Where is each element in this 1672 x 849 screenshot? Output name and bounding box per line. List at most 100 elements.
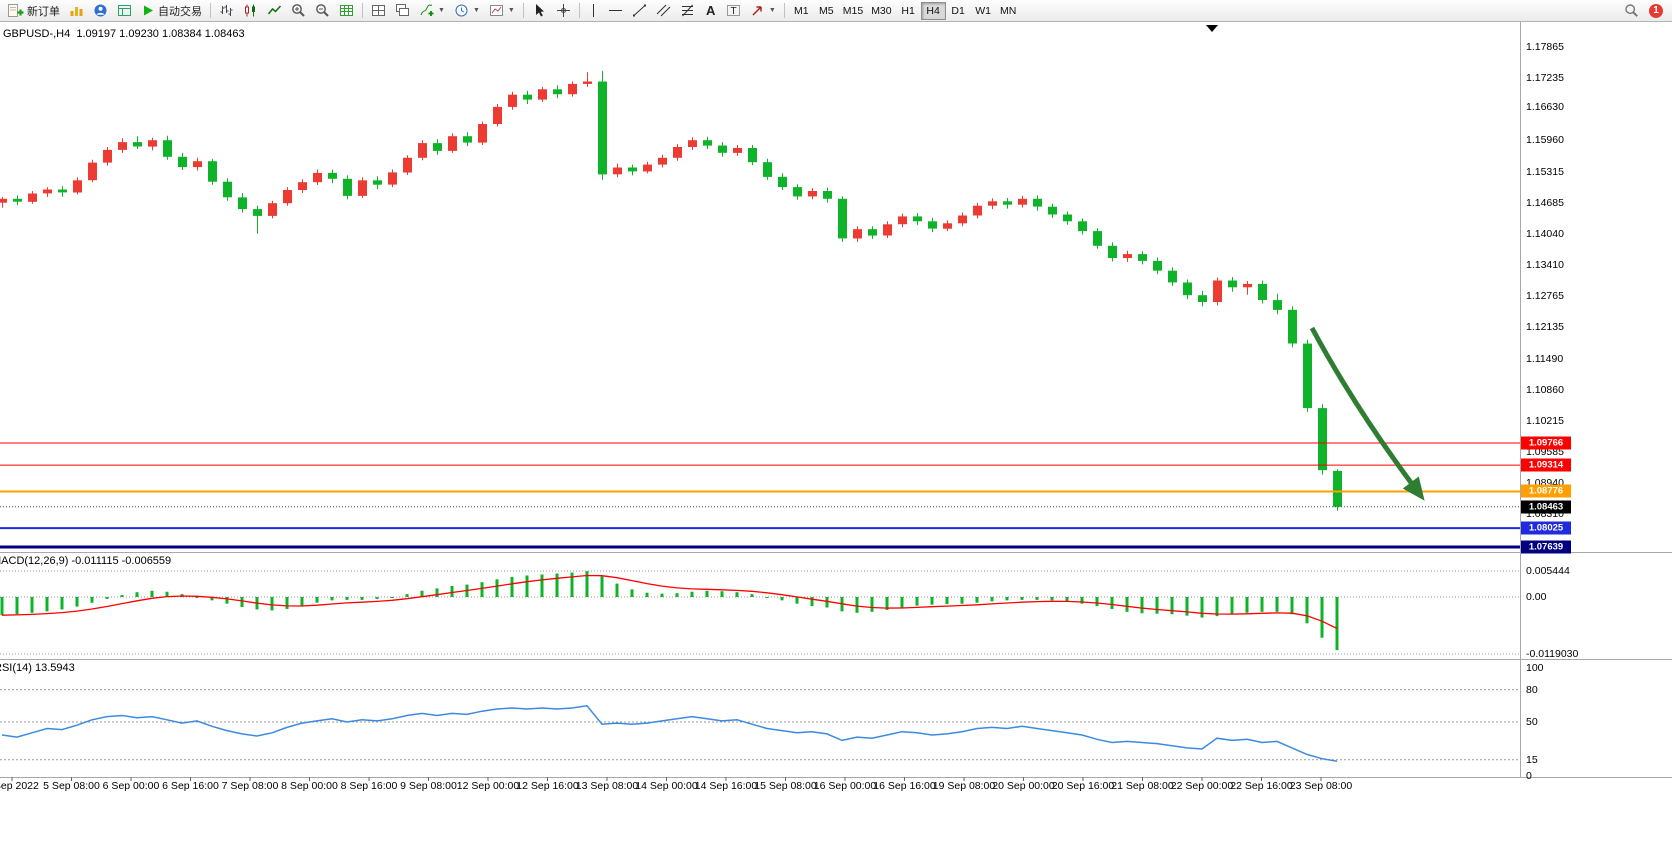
time-label: 8 Sep 00:00 <box>281 780 338 792</box>
timeframe-m5[interactable]: M5 <box>814 2 839 20</box>
search-button[interactable] <box>1620 1 1643 21</box>
vertical-line-button[interactable] <box>584 1 603 21</box>
data-window-button[interactable] <box>113 1 136 21</box>
toolbar-separator <box>362 3 363 18</box>
time-label: 2 Sep 2022 <box>0 780 39 792</box>
grid-button[interactable] <box>335 1 358 21</box>
macd-label: MACD(12,26,9) -0.011115 -0.006559 <box>0 555 172 567</box>
cascade-windows-button[interactable] <box>391 1 414 21</box>
new-order-icon <box>8 4 24 17</box>
timeframe-mn[interactable]: MN <box>996 2 1021 20</box>
clock-icon <box>455 4 468 17</box>
tile-windows-button[interactable] <box>367 1 390 21</box>
time-label: 13 Sep 08:00 <box>575 780 639 792</box>
time-label: 14 Sep 00:00 <box>635 780 698 792</box>
rsi-line <box>1 704 1338 763</box>
autotrade-label: 自动交易 <box>158 5 202 18</box>
time-label: 6 Sep 16:00 <box>162 780 219 792</box>
time-label: 12 Sep 16:00 <box>516 780 579 792</box>
zoom-out-icon <box>316 4 329 17</box>
arrows-button[interactable]: ▼ <box>746 1 780 21</box>
time-label: 22 Sep 00:00 <box>1170 780 1234 792</box>
fibonacci-button[interactable] <box>676 1 699 21</box>
time-label: 22 Sep 16:00 <box>1230 780 1293 792</box>
timeframe-m15[interactable]: M15 <box>839 2 867 20</box>
time-label: 20 Sep 00:00 <box>992 780 1055 792</box>
trend-arrow[interactable] <box>1309 326 1425 501</box>
periods-button[interactable]: ▼ <box>450 1 484 21</box>
zoom-out-button[interactable] <box>311 1 334 21</box>
rsi-tick-label: 50 <box>1526 716 1538 728</box>
toolbar: 新订单 自动交易 <box>0 0 1672 22</box>
horizontal-lines[interactable] <box>0 442 1520 549</box>
toolbar-separator <box>210 3 211 18</box>
chart-area[interactable]: GBPUSD-,H4 1.09197 1.09230 1.08384 1.084… <box>0 22 1672 849</box>
price-line-label: 1.08776 <box>1521 484 1571 498</box>
vertical-line-icon <box>592 4 594 17</box>
time-label: 16 Sep 16:00 <box>873 780 936 792</box>
price-tick-label: 1.17865 <box>1526 41 1564 53</box>
chart-shift-marker[interactable] <box>1206 25 1218 32</box>
channel-icon <box>656 4 671 17</box>
time-label: 23 Sep 08:00 <box>1289 780 1353 792</box>
tile-windows-icon <box>372 5 385 16</box>
price-tick-label: 1.15315 <box>1526 165 1564 178</box>
toolbar-right: 1 <box>1620 1 1668 21</box>
chevron-down-icon: ▼ <box>507 7 515 14</box>
text-label-button[interactable]: T <box>722 1 745 21</box>
bars-chart-button[interactable] <box>215 1 238 21</box>
horizontal-line-icon <box>608 10 622 11</box>
price-tick-label: 1.10860 <box>1526 383 1564 396</box>
templates-button[interactable]: ▼ <box>485 1 519 21</box>
price-tick-label: 1.16630 <box>1526 101 1564 114</box>
rsi-label: RSI(14) 13.5943 <box>0 662 75 674</box>
bars-chart-icon <box>220 5 233 16</box>
market-watch-button[interactable] <box>65 1 88 21</box>
time-label: 21 Sep 08:00 <box>1111 780 1174 792</box>
horizontal-line-button[interactable] <box>604 1 627 21</box>
price-tick-label: 1.10215 <box>1526 415 1564 428</box>
time-label: 12 Sep 00:00 <box>456 780 520 792</box>
chart-canvas[interactable] <box>0 22 1672 849</box>
rsi-tick-label: 100 <box>1526 662 1544 674</box>
grid-icon <box>340 5 353 16</box>
timeframe-d1[interactable]: D1 <box>946 2 971 20</box>
toolbar-separator <box>783 3 785 18</box>
crosshair-button[interactable] <box>552 1 575 21</box>
trendline-button[interactable] <box>628 1 651 21</box>
time-label: 19 Sep 08:00 <box>932 780 996 792</box>
cursor-icon <box>535 4 544 17</box>
timeframe-h4[interactable]: H4 <box>920 1 946 20</box>
timeframe-h1[interactable]: H1 <box>896 2 921 20</box>
channel-button[interactable] <box>652 1 675 21</box>
zoom-in-icon <box>292 4 305 17</box>
bid-price-label: 1.08463 <box>1521 500 1571 514</box>
timeframe-m1[interactable]: M1 <box>789 2 814 20</box>
macd-tick-label: 0.005444 <box>1526 564 1570 577</box>
time-label: 6 Sep 00:00 <box>102 780 160 792</box>
time-label: 5 Sep 08:00 <box>43 780 100 792</box>
autotrade-button[interactable]: 自动交易 <box>137 1 206 21</box>
toolbar-separator <box>522 3 524 18</box>
price-tick-label: 1.15960 <box>1526 134 1564 147</box>
trendline-icon <box>632 4 646 17</box>
candles-chart-button[interactable] <box>239 1 262 21</box>
data-window-icon <box>118 5 131 16</box>
timeframe-w1[interactable]: W1 <box>971 2 996 20</box>
timeframe-group: M1 M5 M15 M30 H1 H4 D1 W1 MN <box>789 1 1021 20</box>
text-button[interactable]: A <box>700 1 721 21</box>
line-chart-icon <box>267 5 282 15</box>
profile-button[interactable] <box>89 1 112 21</box>
notification-badge[interactable]: 1 <box>1649 3 1663 18</box>
indicators-button[interactable]: ▼ <box>415 1 449 21</box>
timeframe-m30[interactable]: M30 <box>867 2 895 20</box>
cursor-button[interactable] <box>528 1 551 21</box>
new-order-button[interactable]: 新订单 <box>4 1 64 21</box>
price-tick-label: 1.12135 <box>1526 321 1564 334</box>
svg-text:T: T <box>730 6 736 17</box>
macd-tick-label: 0.00 <box>1526 591 1547 603</box>
time-label: 16 Sep 00:00 <box>813 780 877 792</box>
price-tick-label: 1.12765 <box>1526 290 1564 303</box>
zoom-in-button[interactable] <box>287 1 310 21</box>
line-chart-button[interactable] <box>263 1 286 21</box>
